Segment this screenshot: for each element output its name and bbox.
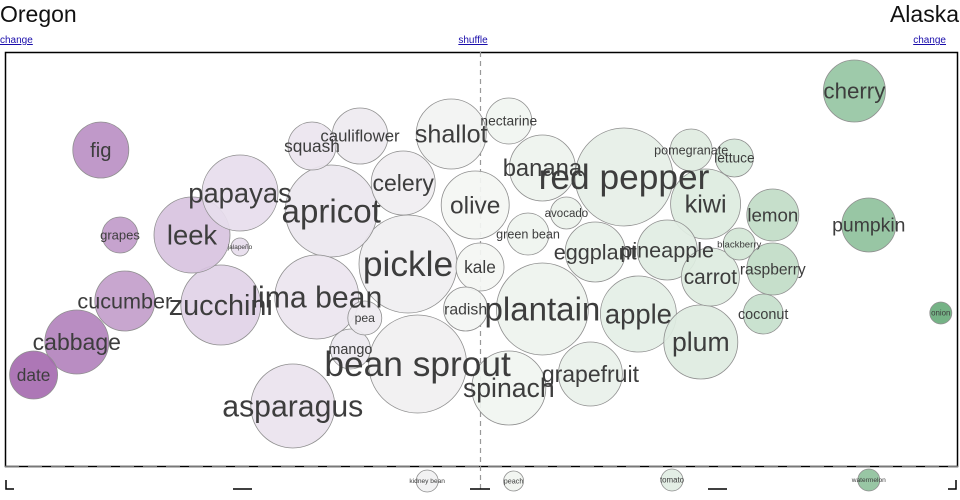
bubble-watermelon[interactable] (857, 468, 881, 492)
left-state-label: Oregon (0, 1, 77, 27)
bubble-grapefruit[interactable] (558, 341, 623, 407)
bubble-cucumber[interactable] (94, 270, 156, 332)
bubble-lettuce[interactable] (715, 138, 754, 178)
right-change-link[interactable]: change (913, 35, 946, 46)
bubble-raspberry[interactable] (746, 242, 800, 296)
bubble-kale[interactable] (455, 242, 505, 292)
bubble-eggplant[interactable] (564, 221, 626, 283)
bubble-pea[interactable] (347, 300, 383, 336)
bubble-nectarine[interactable] (485, 97, 533, 145)
bubble-pomegranate[interactable] (669, 128, 713, 172)
bubble-peach[interactable] (503, 470, 524, 492)
bubble-mango[interactable] (329, 328, 371, 370)
bubble-apricot[interactable] (284, 164, 378, 258)
bubble-cauliflower[interactable] (331, 107, 389, 165)
bubble-celery[interactable] (370, 150, 436, 216)
bubble-jalapeño[interactable] (230, 237, 250, 257)
bubble-radish[interactable] (443, 286, 489, 332)
shuffle-link[interactable]: shuffle (458, 35, 488, 46)
bubble-plum[interactable] (663, 304, 739, 380)
bubble-shallot[interactable] (415, 98, 487, 170)
bubble-olive[interactable] (440, 170, 510, 240)
bubble-avocado[interactable] (550, 196, 583, 230)
bubble-kiwi[interactable] (670, 168, 741, 240)
bubble-asparagus[interactable] (250, 363, 336, 449)
bubble-fig[interactable] (72, 121, 130, 179)
bubble-kidney-bean[interactable] (415, 469, 439, 493)
bubble-papayas[interactable] (201, 154, 279, 232)
bubble-pineapple[interactable] (636, 219, 698, 281)
bubble-bean-sprout[interactable] (368, 314, 468, 414)
bubble-onion[interactable] (929, 301, 953, 325)
bubble-zucchini[interactable] (180, 264, 262, 346)
bubble-blackberry[interactable] (722, 227, 756, 261)
bubble-tomato[interactable] (660, 468, 684, 492)
bubble-grapes[interactable] (101, 216, 139, 254)
bubble-pickle[interactable] (358, 214, 458, 314)
bubble-green-bean[interactable] (506, 212, 550, 256)
bubble-cabbage[interactable] (44, 309, 110, 375)
bubble-coconut[interactable] (742, 293, 784, 335)
bubble-pumpkin[interactable] (841, 197, 897, 253)
bubble-spinach[interactable] (471, 350, 547, 426)
bottom-axis-ticks (5, 480, 957, 490)
plot-frame (4, 51, 959, 468)
left-change-link[interactable]: change (0, 35, 33, 46)
bubble-carrot[interactable] (681, 247, 740, 307)
right-state-label: Alaska (890, 1, 959, 27)
bubble-cherry[interactable] (823, 59, 886, 123)
bubble-date[interactable] (9, 350, 58, 400)
bubble-lemon[interactable] (746, 188, 800, 242)
bubble-red-pepper[interactable] (574, 127, 674, 227)
bubble-lima-bean[interactable] (274, 254, 360, 340)
bubble-squash[interactable] (287, 121, 337, 171)
bubble-banana[interactable] (509, 134, 576, 202)
bubble-plantain[interactable] (496, 262, 589, 356)
